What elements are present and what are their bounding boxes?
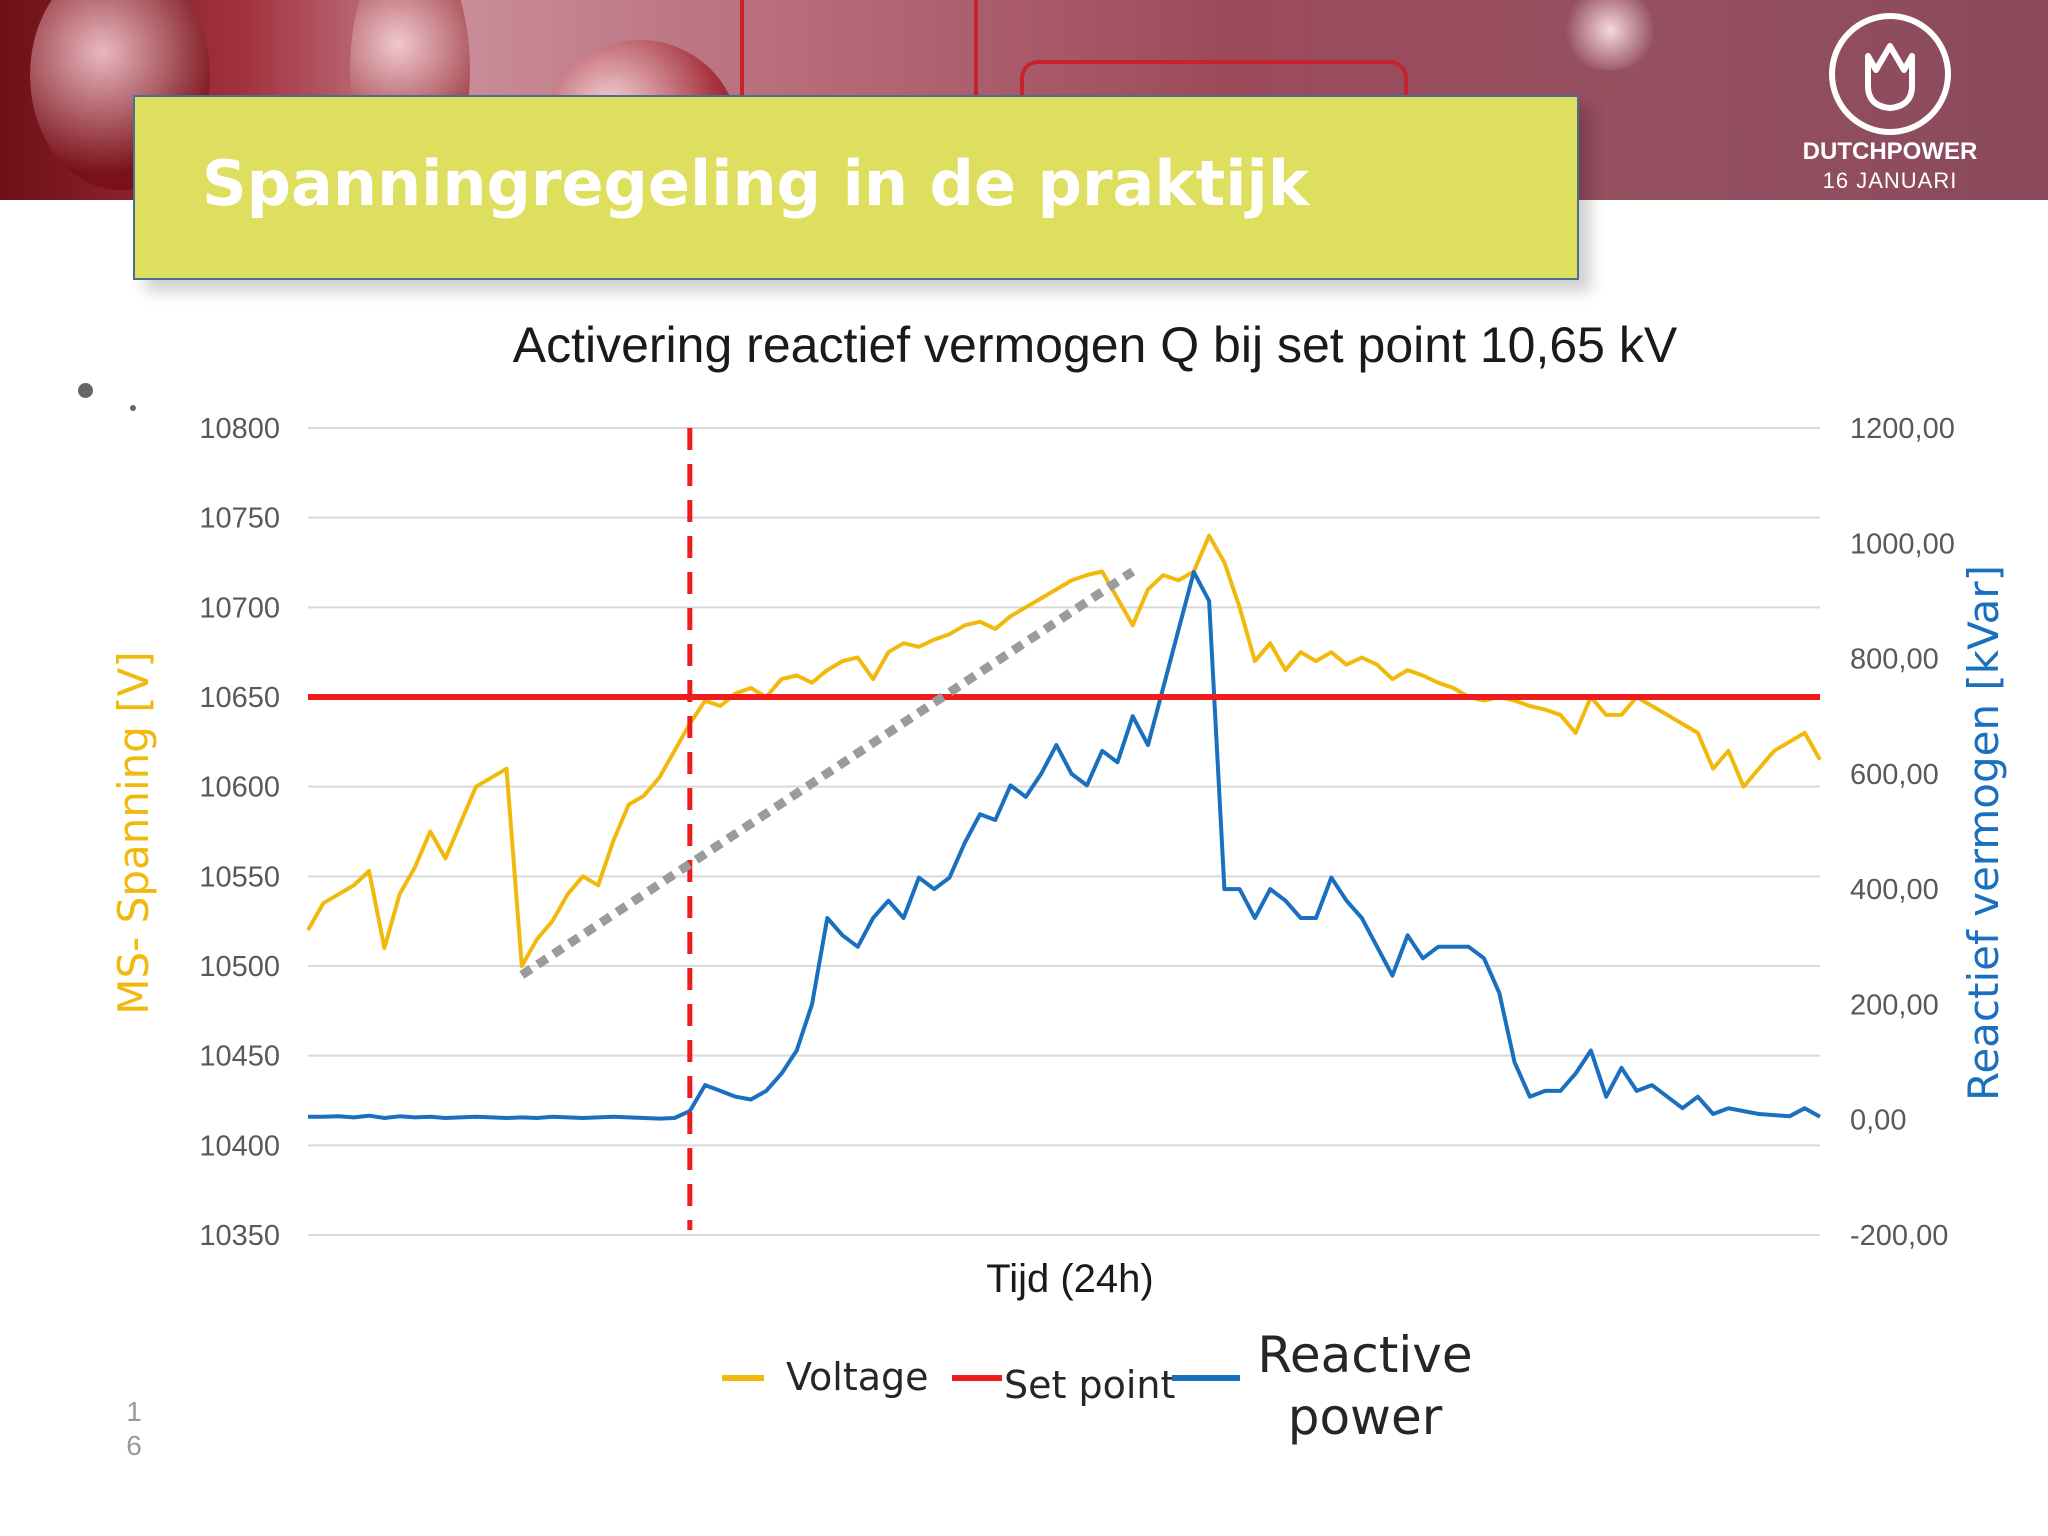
x-axis-label: Tijd (24h) — [986, 1257, 1153, 1301]
right-axis-ticks: 1200,00 1000,00 800,00 600,00 400,00 200,00 0,… — [1850, 413, 1955, 1252]
tulip-icon — [1829, 13, 1951, 135]
y-tick-label-right: 800,00 — [1850, 644, 1939, 676]
trendline — [519, 567, 1136, 979]
y-tick-label-right: 1000,00 — [1850, 528, 1955, 560]
logo-brand: DUTCHPOWER — [1802, 138, 1978, 165]
y-tick-label-left: 10550 — [199, 861, 280, 893]
chart-title: Activering reactief vermogen Q bij set p… — [513, 317, 1678, 373]
y-tick-label-left: 10400 — [199, 1130, 280, 1162]
y-tick-label-right: 400,00 — [1850, 874, 1939, 906]
legend-label-reactive-power: Reactive power — [1257, 1326, 1472, 1446]
gridlines — [308, 427, 1820, 1236]
series-line-reactive-power — [308, 570, 1821, 1121]
y-tick-label-right: 0,00 — [1850, 1105, 1906, 1137]
series-line-voltage — [306, 533, 1822, 968]
y-tick-label-left: 10800 — [199, 413, 280, 445]
y-tick-label-left: 10450 — [199, 1041, 280, 1073]
y-tick-label-left: 10750 — [199, 503, 280, 535]
bullet-point — [78, 383, 93, 398]
left-axis-ticks: 10800 10750 10700 10650 10600 10550 10500 10450… — [199, 413, 280, 1252]
y-tick-label-right: 200,00 — [1850, 989, 1939, 1021]
slide-number: 1 6 — [124, 1395, 144, 1463]
legend-label-set-point: Set point — [1004, 1363, 1175, 1407]
bullet-text — [130, 405, 136, 411]
legend-label-line: Reactive — [1257, 1326, 1472, 1384]
legend-label-line: power — [1288, 1388, 1443, 1446]
y-tick-label-left: 10700 — [199, 592, 280, 624]
decorative-glow — [1560, 0, 1660, 70]
slide-number-digit: 6 — [126, 1430, 142, 1461]
y-tick-label-left: 10350 — [199, 1220, 280, 1252]
legend: Voltage Set point Reactive power — [722, 1326, 1473, 1446]
logo-date: 16 JANUARI — [1822, 168, 1958, 193]
y-tick-label-right: 1200,00 — [1850, 413, 1955, 445]
slide-title: Spanningregeling in de praktijk — [202, 147, 1309, 220]
y-tick-label-right: 600,00 — [1850, 759, 1939, 791]
y-tick-label-left: 10600 — [199, 772, 280, 804]
dutchpower-logo: DUTCHPOWER 16 JANUARI — [1790, 8, 1990, 198]
series-layer — [306, 428, 1822, 1230]
legend-label-voltage: Voltage — [786, 1355, 929, 1399]
y-tick-label-left: 10500 — [199, 951, 280, 983]
title-box: Spanningregeling in de praktijk — [133, 95, 1579, 280]
left-axis-label: MS- Spanning [V] — [109, 651, 158, 1015]
slide-number-digit: 1 — [126, 1396, 142, 1427]
y-tick-label-right: -200,00 — [1850, 1220, 1948, 1252]
y-tick-label-left: 10650 — [199, 682, 280, 714]
right-axis-label: Reactief vermogen [kVar] — [1959, 565, 2008, 1101]
